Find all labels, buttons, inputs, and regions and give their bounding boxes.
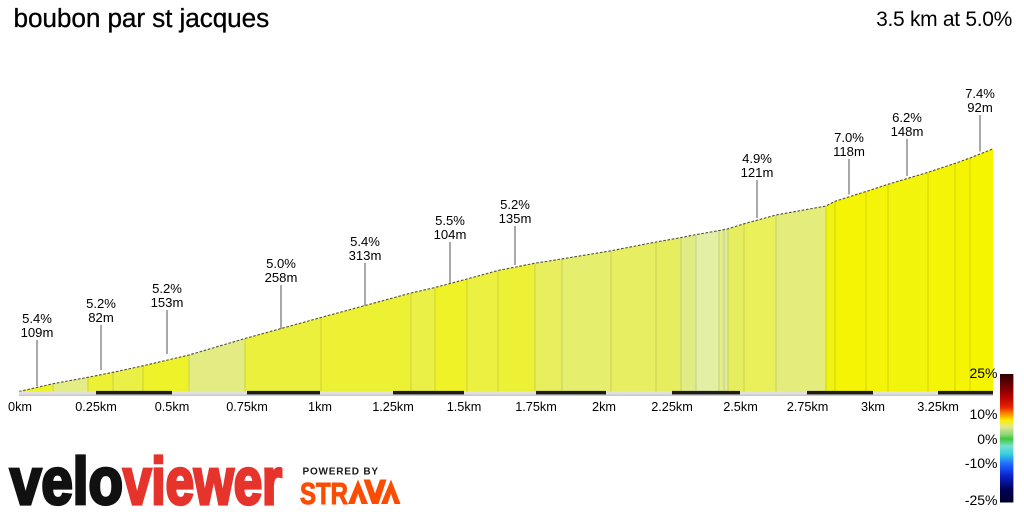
svg-text:2.75km: 2.75km <box>787 400 829 414</box>
svg-text:258m: 258m <box>265 270 298 285</box>
svg-text:5.0%: 5.0% <box>266 256 296 271</box>
svg-text:104m: 104m <box>434 227 467 242</box>
svg-text:3km: 3km <box>861 400 885 414</box>
svg-text:1.5km: 1.5km <box>447 400 482 414</box>
svg-text:7.4%: 7.4% <box>965 86 995 101</box>
svg-text:313m: 313m <box>349 248 382 263</box>
svg-text:0km: 0km <box>8 400 32 414</box>
svg-text:118m: 118m <box>833 144 865 159</box>
svg-text:3.5 km at 5.0%: 3.5 km at 5.0% <box>876 8 1012 31</box>
svg-text:82m: 82m <box>88 310 114 325</box>
svg-text:153m: 153m <box>151 295 184 310</box>
svg-text:-25%: -25% <box>965 492 998 508</box>
svg-text:STR: STR <box>300 476 348 511</box>
svg-text:0.25km: 0.25km <box>75 400 117 414</box>
svg-text:2.25km: 2.25km <box>651 400 693 414</box>
svg-text:0.75km: 0.75km <box>226 400 268 414</box>
svg-text:1.75km: 1.75km <box>515 400 557 414</box>
svg-text:2.5km: 2.5km <box>723 400 758 414</box>
svg-text:2km: 2km <box>592 400 616 414</box>
svg-text:5.4%: 5.4% <box>22 311 52 326</box>
svg-text:4.9%: 4.9% <box>742 151 772 166</box>
svg-text:109m: 109m <box>21 325 54 340</box>
svg-text:3.25km: 3.25km <box>917 400 959 414</box>
svg-text:121m: 121m <box>741 165 774 180</box>
svg-text:1.25km: 1.25km <box>372 400 414 414</box>
svg-text:POWERED BY: POWERED BY <box>303 467 379 478</box>
svg-text:1km: 1km <box>308 400 332 414</box>
svg-text:velo: velo <box>10 444 123 512</box>
svg-text:135m: 135m <box>499 211 532 226</box>
svg-text:6.2%: 6.2% <box>892 110 922 125</box>
svg-text:148m: 148m <box>891 124 924 139</box>
svg-text:5.5%: 5.5% <box>435 213 465 228</box>
svg-text:5.4%: 5.4% <box>350 234 380 249</box>
svg-text:92m: 92m <box>967 100 993 115</box>
svg-text:0%: 0% <box>977 431 997 447</box>
svg-text:25%: 25% <box>969 365 997 381</box>
svg-text:-10%: -10% <box>965 455 998 471</box>
svg-text:5.2%: 5.2% <box>152 281 182 296</box>
svg-text:0.5km: 0.5km <box>155 400 190 414</box>
svg-text:7.0%: 7.0% <box>834 130 864 145</box>
svg-text:viewer: viewer <box>123 444 282 512</box>
svg-text:5.2%: 5.2% <box>86 296 116 311</box>
svg-text:boubon par st jacques: boubon par st jacques <box>14 3 270 33</box>
svg-text:10%: 10% <box>969 406 997 422</box>
svg-text:5.2%: 5.2% <box>500 197 530 212</box>
